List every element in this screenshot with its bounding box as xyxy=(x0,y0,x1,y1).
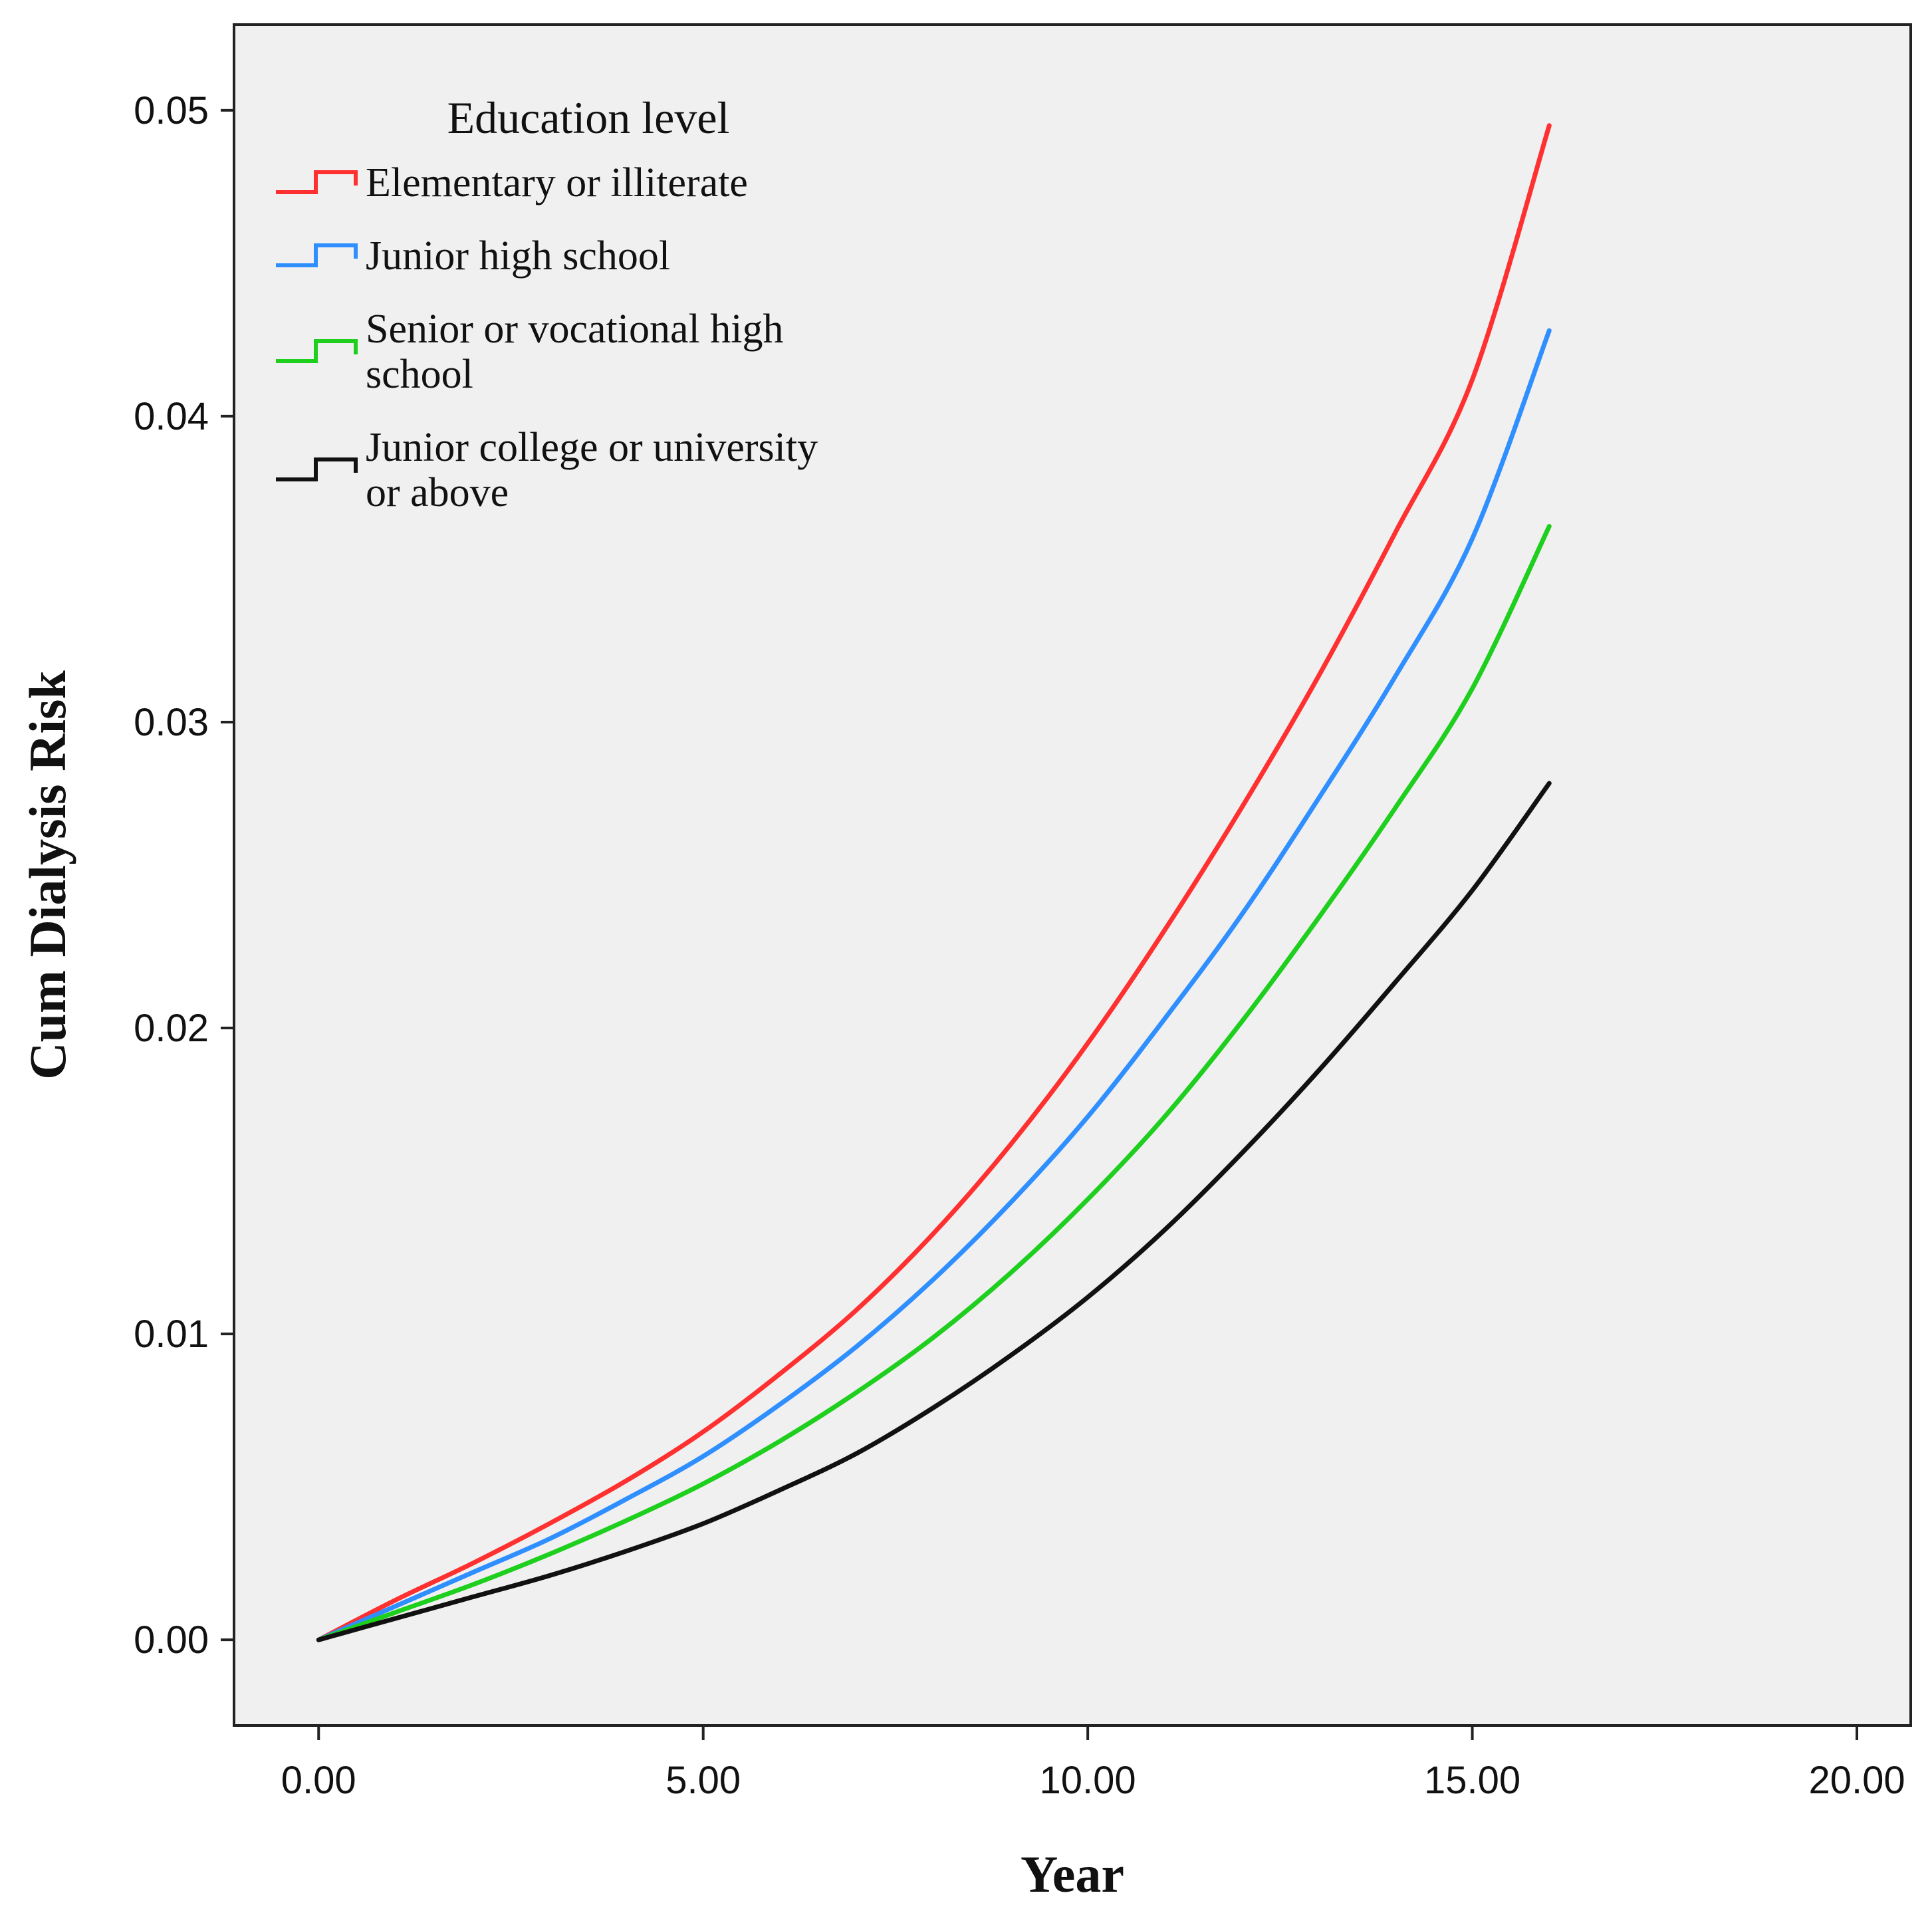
series-line-3 xyxy=(316,524,1552,1642)
legend-label: Junior high school xyxy=(366,233,670,279)
x-tick-label: 15.00 xyxy=(1424,1759,1520,1802)
x-tick-label: 0.00 xyxy=(281,1759,356,1802)
series-line-2 xyxy=(316,328,1552,1642)
y-axis: 0.00 0.01 0.02 0.03 0.04 0.05 xyxy=(134,89,234,1662)
y-tick-label: 0.05 xyxy=(134,89,209,132)
y-tick-label: 0.00 xyxy=(134,1618,209,1662)
series-layer xyxy=(316,123,1552,1642)
legend-title: Education level xyxy=(447,92,730,143)
legend-label: Elementary or illiterate xyxy=(366,160,748,205)
x-axis-title: Year xyxy=(1021,1845,1124,1903)
y-axis-title: Cum Dialysis Risk xyxy=(19,670,76,1080)
legend-swatch-2 xyxy=(276,243,358,267)
plot-area xyxy=(233,23,1912,1727)
legend-label: Junior college or university xyxy=(366,425,818,470)
legend-swatch-3 xyxy=(276,339,358,363)
y-tick-label: 0.01 xyxy=(134,1313,209,1356)
x-tick-label: 10.00 xyxy=(1040,1759,1136,1802)
legend-swatch-1 xyxy=(276,170,358,194)
y-tick-label: 0.04 xyxy=(134,395,209,438)
x-axis: 0.00 5.00 10.00 15.00 20.00 xyxy=(281,1725,1905,1802)
legend-label: or above xyxy=(366,470,509,515)
series-line-1 xyxy=(316,123,1552,1642)
legend-label: school xyxy=(366,352,473,397)
x-tick-label: 20.00 xyxy=(1808,1759,1905,1802)
legend-swatch-4 xyxy=(276,457,358,481)
y-tick-label: 0.03 xyxy=(134,701,209,744)
legend: Education level Elementary or illiterate J… xyxy=(276,92,818,515)
series-line-4 xyxy=(316,781,1552,1642)
legend-label: Senior or vocational high xyxy=(366,307,783,352)
x-tick-label: 5.00 xyxy=(665,1759,741,1802)
y-tick-label: 0.02 xyxy=(134,1007,209,1050)
